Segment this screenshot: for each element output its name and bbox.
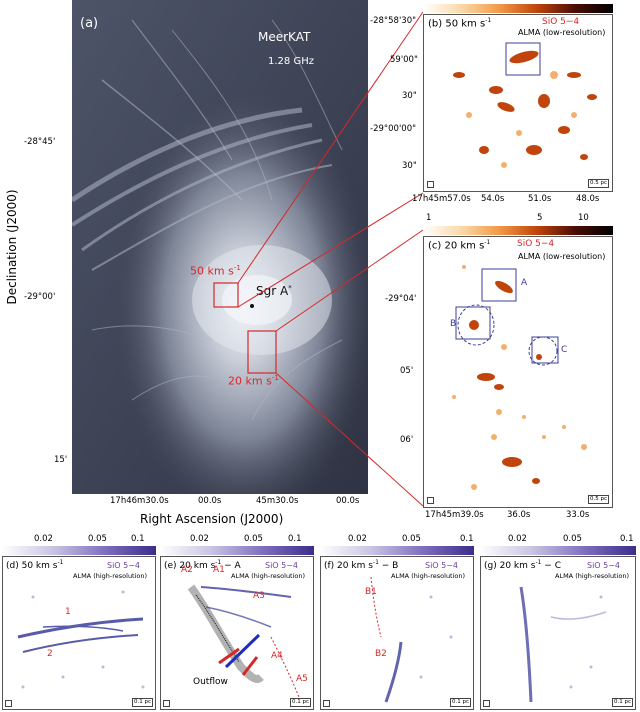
panel-f-label: (f) 20 km s-1 − B [324, 559, 399, 571]
region-c-label: C [561, 345, 568, 355]
frequency-label: 1.28 GHz [268, 56, 314, 67]
colorbar-tick: 0.05 [402, 534, 421, 544]
feature-b1-label: B1 [365, 587, 377, 597]
panel-f-instrument: ALMA (high-resolution) [391, 572, 466, 580]
feature-a5-label: A5 [296, 674, 308, 684]
x-tick: 33.0s [566, 510, 590, 520]
panel-b-emission [453, 42, 597, 168]
y-tick: 30" [402, 91, 417, 101]
panel-c-instrument: ALMA (low-resolution) [518, 252, 606, 261]
y-tick: 59'00" [390, 55, 418, 65]
colorbar-tick: 0.05 [563, 534, 582, 544]
x-tick: 51.0s [528, 194, 552, 204]
y-tick: -28°58'30" [370, 16, 417, 26]
colorbar-tick: 0.05 [88, 534, 107, 544]
scale-bar: 0.1 pc [289, 698, 311, 707]
telescope-name: MeerKAT [258, 30, 311, 44]
feature-2-label: 2 [47, 649, 53, 659]
box-20-label: 20 km s-1 [228, 374, 279, 388]
panel-d-label: (d) 50 km s-1 [6, 559, 64, 571]
panel-d-instrument: ALMA (high-resolution) [73, 572, 148, 580]
y-tick: 30" [402, 161, 417, 171]
y-tick: -28°45' [24, 137, 56, 147]
colorbar-tick: 0.02 [190, 534, 209, 544]
feature-b2-label: B2 [375, 649, 387, 659]
colorbar-tick: 1 [426, 213, 432, 223]
y-tick: -29°04' [385, 294, 417, 304]
panel-c-line: SiO 5−4 [517, 239, 555, 249]
y-tick: 06' [400, 435, 414, 445]
scale-bar: 0.5 pc [587, 179, 609, 188]
panel-f-emission [370, 576, 453, 703]
scale-bar: 0.5 pc [587, 495, 609, 504]
feature-a4-label: A4 [271, 651, 283, 661]
colorbar-tick: 0.1 [620, 534, 634, 544]
panel-e-line: SiO 5−4 [265, 561, 299, 570]
y-tick: 15' [54, 455, 68, 465]
x-tick: 48.0s [576, 194, 600, 204]
panel-c-emission [452, 265, 587, 490]
colorbar-tick: 0.05 [244, 534, 263, 544]
x-tick: 17h45m57.0s [412, 194, 471, 204]
panel-b-line: SiO 5−4 [542, 17, 580, 27]
colorbar-tick: 0.1 [460, 534, 474, 544]
colorbar-tick: 0.02 [348, 534, 367, 544]
panel-e-label: (e) 20 km s-1 − A [164, 559, 241, 571]
panel-a-label: (a) [80, 16, 99, 31]
x-tick: 00.0s [336, 496, 360, 506]
x-tick: 36.0s [507, 510, 531, 520]
panel-g-instrument: ALMA (high-resolution) [555, 572, 630, 580]
panel-d-line: SiO 5−4 [107, 561, 141, 570]
colorbar-tick: 0.1 [288, 534, 302, 544]
panel-c: (c) 20 km s-1 SiO 5−4 ALMA (low-resoluti… [423, 236, 613, 508]
panel-b-label: (b) 50 km s-1 [428, 17, 492, 30]
panel-d: (d) 50 km s-1 SiO 5−4 ALMA (high-resolut… [2, 556, 156, 710]
x-tick: 17h46m30.0s [110, 496, 169, 506]
panel-b-instrument: ALMA (low-resolution) [518, 28, 606, 37]
feature-a3-label: A3 [253, 591, 265, 601]
y-tick: -29°00'00" [370, 124, 417, 134]
region-a-label: A [521, 278, 528, 288]
meerkat-image: (a) MeerKAT 1.28 GHz Sgr A* 50 km s-1 20… [72, 0, 368, 494]
colorbar-tick: 5 [537, 213, 543, 223]
feature-a2-label: A2 [181, 565, 193, 575]
x-tick: 17h45m39.0s [425, 510, 484, 520]
outflow-label: Outflow [193, 677, 228, 687]
scale-bar: 0.1 pc [611, 698, 633, 707]
x-tick: 54.0s [481, 194, 505, 204]
colorbar-tick: 10 [578, 213, 589, 223]
panel-e-emission [187, 584, 302, 703]
scale-bar: 0.1 pc [449, 698, 471, 707]
colorbar-orange-b [423, 4, 613, 13]
x-axis-label: Right Ascension (J2000) [140, 512, 284, 526]
panel-f-line: SiO 5−4 [425, 561, 459, 570]
colorbar-tick: 0.02 [508, 534, 527, 544]
panel-d-emission [17, 590, 145, 689]
region-b-label: B [450, 319, 457, 329]
panel-g-label: (g) 20 km s-1 − C [484, 559, 561, 571]
colorbar-orange-c [423, 226, 613, 235]
panel-g: (g) 20 km s-1 − C SiO 5−4 ALMA (high-res… [480, 556, 636, 710]
panel-e: (e) 20 km s-1 − A SiO 5−4 ALMA (high-res… [160, 556, 314, 710]
panel-e-instrument: ALMA (high-resolution) [231, 572, 306, 580]
feature-a1-label: A1 [213, 565, 225, 575]
x-tick: 00.0s [198, 496, 222, 506]
x-tick: 45m30.0s [256, 496, 299, 506]
colorbar-tick: 0.1 [131, 534, 145, 544]
panel-b: (b) 50 km s-1 SiO 5−4 ALMA (low-resoluti… [423, 14, 613, 192]
panel-g-emission [519, 586, 607, 703]
panel-f: (f) 20 km s-1 − B SiO 5−4 ALMA (high-res… [320, 556, 474, 710]
feature-1-label: 1 [65, 607, 71, 617]
sgr-a-label: Sgr A* [256, 284, 292, 298]
y-tick: -29°00' [24, 292, 56, 302]
colorbar-tick: 0.02 [34, 534, 53, 544]
y-tick: 05' [400, 366, 414, 376]
scale-bar: 0.1 pc [131, 698, 153, 707]
panel-g-line: SiO 5−4 [587, 561, 621, 570]
box-50-label: 50 km s-1 [190, 264, 241, 278]
panel-c-label: (c) 20 km s-1 [428, 239, 491, 252]
